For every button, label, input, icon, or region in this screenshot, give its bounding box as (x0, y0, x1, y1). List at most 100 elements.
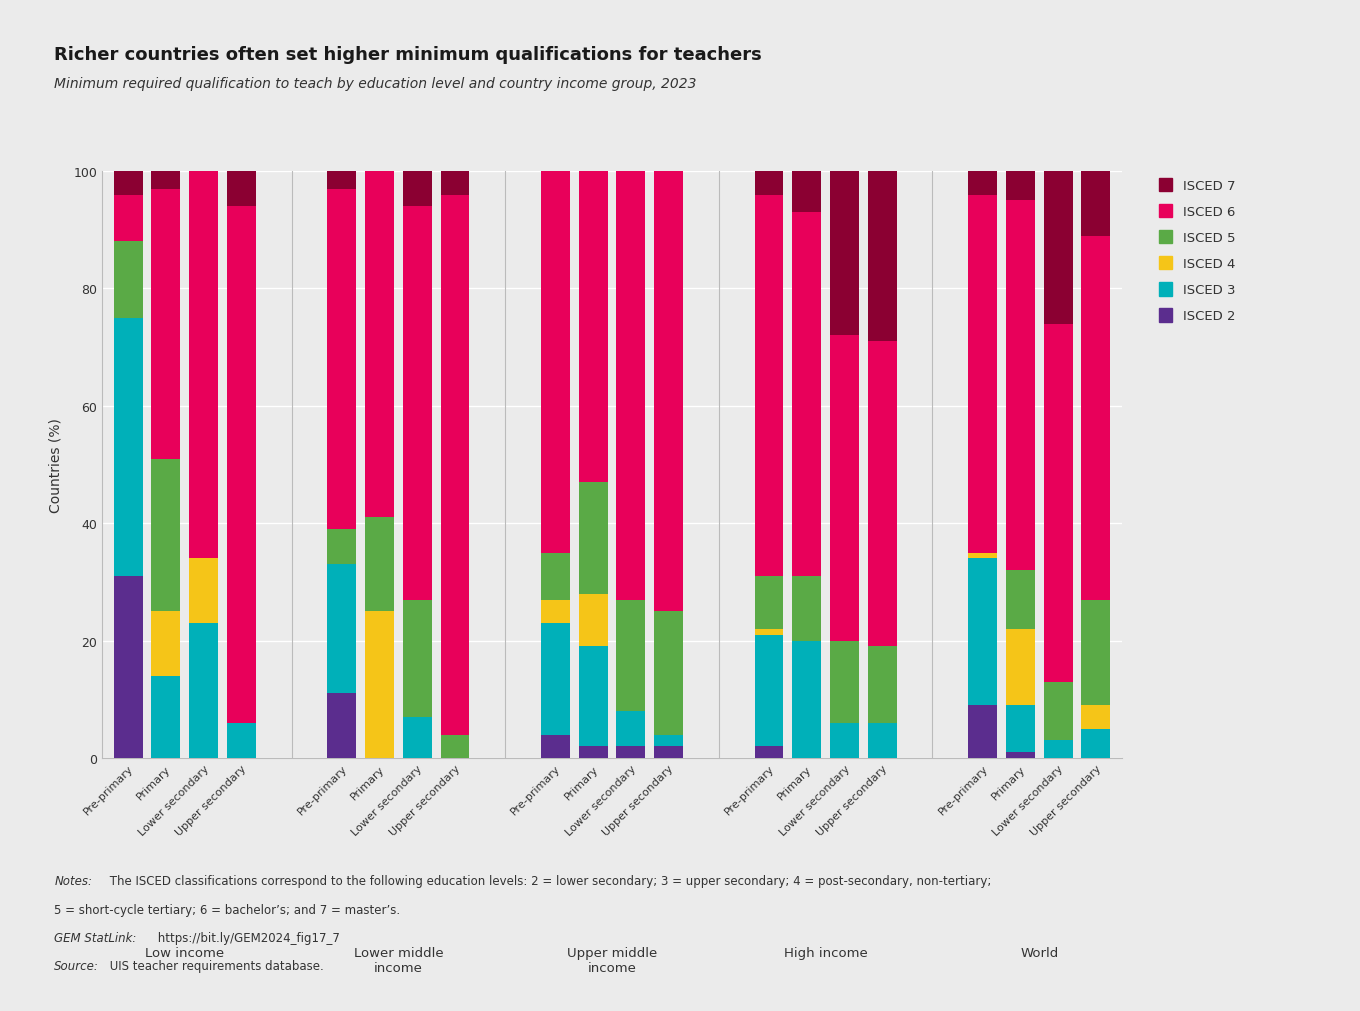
Bar (1006, 706, 1035, 752)
Text: Lower middle
income: Lower middle income (354, 946, 443, 974)
Bar (1006, 570, 1035, 629)
Bar (1081, 706, 1110, 729)
Legend: ISCED 7, ISCED 6, ISCED 5, ISCED 4, ISCED 3, ISCED 2: ISCED 7, ISCED 6, ISCED 5, ISCED 4, ISCE… (1159, 179, 1235, 323)
Bar (541, 172, 570, 553)
Bar (830, 336, 860, 641)
Bar (114, 576, 143, 758)
Text: Richer countries often set higher minimum qualifications for teachers: Richer countries often set higher minimu… (54, 45, 762, 64)
Bar (328, 189, 356, 530)
Text: UIS teacher requirements database.: UIS teacher requirements database. (106, 959, 324, 973)
Text: Minimum required qualification to teach by education level and country income gr: Minimum required qualification to teach … (54, 77, 696, 91)
Bar (579, 172, 608, 482)
Bar (1081, 237, 1110, 600)
Bar (654, 735, 683, 746)
Bar (1043, 325, 1073, 682)
Bar (114, 195, 143, 243)
Bar (793, 172, 821, 213)
Bar (227, 723, 256, 758)
Bar (189, 172, 218, 559)
Bar (441, 195, 469, 735)
Bar (1043, 682, 1073, 741)
Bar (189, 559, 218, 624)
Bar (441, 172, 469, 195)
Bar (541, 624, 570, 735)
Bar (868, 172, 896, 342)
Bar (541, 553, 570, 600)
Bar (364, 172, 394, 518)
Bar (114, 318, 143, 576)
Bar (968, 559, 997, 706)
Bar (1006, 201, 1035, 570)
Bar (793, 213, 821, 576)
Text: Source:: Source: (54, 959, 99, 973)
Text: Low income: Low income (146, 946, 224, 958)
Bar (1006, 752, 1035, 758)
Bar (1006, 172, 1035, 201)
Text: https://bit.ly/GEM2024_fig17_7: https://bit.ly/GEM2024_fig17_7 (154, 931, 340, 944)
Bar (189, 624, 218, 758)
Bar (830, 723, 860, 758)
Bar (579, 647, 608, 746)
Bar (403, 207, 431, 600)
Text: High income: High income (783, 946, 868, 958)
Bar (968, 553, 997, 559)
Bar (227, 172, 256, 207)
Bar (755, 172, 783, 195)
Bar (328, 172, 356, 189)
Bar (579, 594, 608, 647)
Bar (830, 641, 860, 723)
Bar (151, 676, 181, 758)
Y-axis label: Countries (%): Countries (%) (48, 418, 63, 513)
Bar (1081, 729, 1110, 758)
Bar (579, 482, 608, 594)
Bar (151, 612, 181, 676)
Bar (364, 612, 394, 758)
Bar (755, 635, 783, 746)
Bar (1006, 629, 1035, 706)
Bar (755, 746, 783, 758)
Bar (755, 629, 783, 635)
Bar (114, 172, 143, 195)
Bar (151, 172, 181, 189)
Bar (227, 207, 256, 723)
Text: World: World (1020, 946, 1058, 958)
Bar (328, 530, 356, 565)
Bar (654, 746, 683, 758)
Bar (403, 717, 431, 758)
Bar (968, 195, 997, 553)
Bar (1043, 741, 1073, 758)
Bar (114, 243, 143, 318)
Bar (151, 189, 181, 459)
Bar (868, 723, 896, 758)
Bar (1081, 172, 1110, 237)
Bar (868, 647, 896, 723)
Text: GEM StatLink:: GEM StatLink: (54, 931, 137, 944)
Bar (654, 612, 683, 735)
Bar (830, 172, 860, 336)
Bar (616, 172, 645, 600)
Text: Notes:: Notes: (54, 875, 92, 888)
Bar (616, 712, 645, 746)
Bar (1081, 600, 1110, 706)
Bar (868, 342, 896, 647)
Text: 5 = short-cycle tertiary; 6 = bachelor’s; and 7 = master’s.: 5 = short-cycle tertiary; 6 = bachelor’s… (54, 903, 401, 916)
Bar (328, 565, 356, 694)
Text: Upper middle
income: Upper middle income (567, 946, 657, 974)
Bar (328, 694, 356, 758)
Bar (968, 706, 997, 758)
Bar (1043, 172, 1073, 325)
Bar (579, 746, 608, 758)
Bar (403, 172, 431, 207)
Bar (616, 746, 645, 758)
Bar (755, 195, 783, 576)
Bar (968, 172, 997, 195)
Bar (654, 172, 683, 612)
Text: The ISCED classifications correspond to the following education levels: 2 = lowe: The ISCED classifications correspond to … (106, 875, 991, 888)
Bar (793, 576, 821, 641)
Bar (755, 576, 783, 629)
Bar (403, 600, 431, 717)
Bar (541, 600, 570, 624)
Bar (364, 518, 394, 612)
Bar (541, 735, 570, 758)
Bar (793, 641, 821, 758)
